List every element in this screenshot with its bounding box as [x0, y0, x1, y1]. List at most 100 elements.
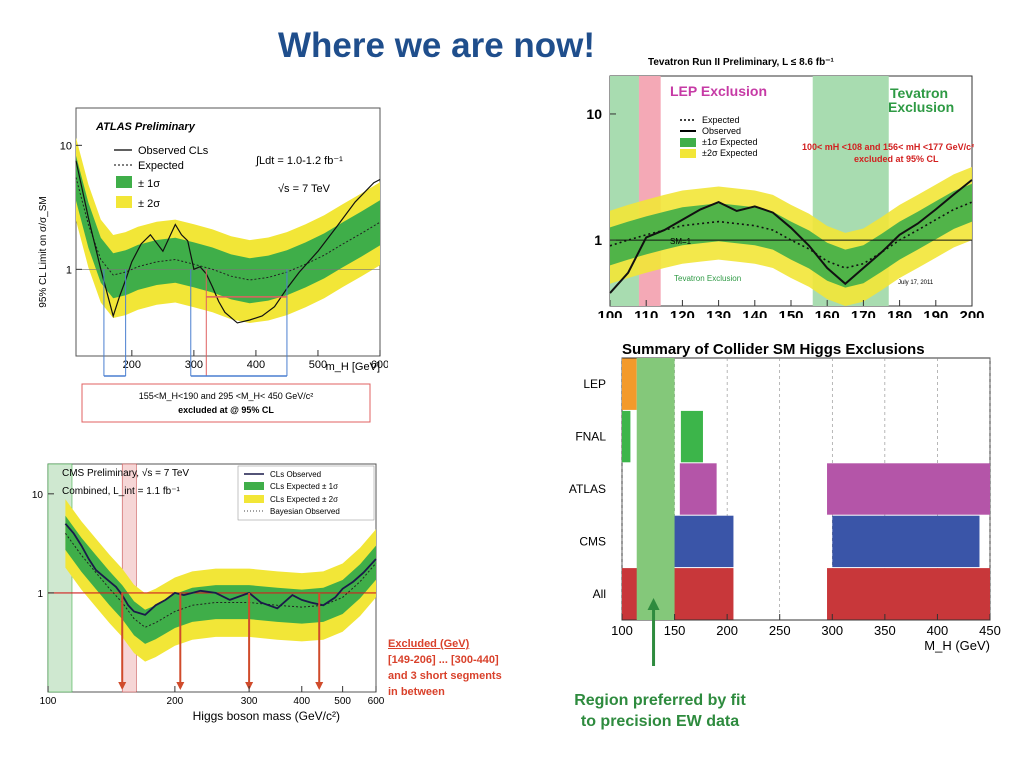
preferred-note-line2: to precision EW data [580, 713, 740, 730]
preferred-note-line1: Region preferred by fit [574, 692, 746, 709]
cms-xtick-label: 100 [40, 696, 57, 707]
atlas-expected-line [75, 177, 381, 281]
summary-preferred-arrowhead [647, 598, 660, 610]
summary-xlabel: M_H (GeV) [924, 638, 990, 653]
cms-excluded-line2: and 3 short segments [388, 670, 502, 682]
atlas-legend-1sigma: ± 1σ [138, 178, 160, 190]
cms-xtick-label: 600 [368, 696, 385, 707]
summary-bar-fnal [680, 410, 703, 463]
summary-xtick-label: 150 [664, 623, 686, 638]
cms-legend-2sigma: CLs Expected ± 2σ [270, 495, 338, 504]
atlas-lumi: ∫Ldt = 1.0-1.2 fb⁻¹ [255, 155, 343, 167]
summary-xtick-label: 200 [716, 623, 738, 638]
summary-xtick-label: 350 [874, 623, 896, 638]
summary-bar-lep [622, 358, 637, 410]
tev-xtick-label: 110 [634, 308, 658, 318]
summary-category-label: CMS [579, 534, 606, 548]
cms-exclusion-arrowhead [315, 682, 324, 690]
cms-legend-observed: CLs Observed [270, 470, 321, 479]
cms-chart: 100 200 300 400 500 600 1 10 CMS Preliminary, √… [32, 463, 385, 723]
tev-ranges-text2: excluded at 95% CL [854, 154, 939, 164]
tev-legend-2sigma: ±2σ Expected [702, 148, 758, 158]
cms-exclusion-arrowhead [176, 682, 185, 690]
cms-ytick-label: 1 [37, 589, 43, 600]
tev-legend-expected: Expected [702, 115, 740, 125]
cms-excluded-note: Excluded (GeV) [149-206] ... [300-440] a… [388, 636, 538, 700]
summary-category-label: ATLAS [569, 482, 606, 496]
cms-excluded-title: Excluded (GeV) [388, 638, 470, 650]
atlas-exclusion-line2: excluded at @ 95% CL [178, 405, 274, 415]
tev-xtick-label: 190 [923, 308, 948, 318]
cms-excluded-line1: [149-206] ... [300-440] [388, 654, 499, 666]
tev-xtick-label: 150 [778, 308, 803, 318]
atlas-xlabel: m_H [GeV] [326, 361, 380, 373]
atlas-ylabel: 95% CL Limit on σ/σ_SM [38, 196, 49, 307]
summary-xtick-label: 300 [821, 623, 843, 638]
atlas-legend-2sigma: ± 2σ [138, 198, 160, 210]
summary-xtick-label: 250 [769, 623, 791, 638]
tev-legend-1sigma-swatch [680, 138, 696, 147]
summary-category-label: LEP [583, 377, 606, 391]
cms-1sigma-band [65, 515, 377, 644]
tev-xtick-label: 140 [742, 308, 767, 318]
tev-xtick-label: 160 [815, 308, 840, 318]
atlas-xtick-label: 600 [371, 359, 388, 371]
cms-ytick-label: 10 [32, 490, 44, 501]
summary-xtick-label: 400 [927, 623, 949, 638]
summary-xtick-label: 450 [979, 623, 1001, 638]
tevatron-title: Tevatron Run II Preliminary, L ≤ 8.6 fb⁻… [648, 57, 834, 68]
summary-bar-cms [832, 515, 980, 568]
cms-observed-line [64, 523, 377, 616]
atlas-ytick-label: 1 [66, 264, 72, 276]
atlas-energy: √s = 7 TeV [278, 183, 331, 195]
tevatron-tev-label-1: Tevatron [890, 85, 948, 101]
atlas-exclusion-line1: 155<M_H<190 and 295 <M_H< 450 GeV/c² [139, 391, 314, 401]
tev-observed-line [609, 179, 973, 294]
atlas-xtick-label: 200 [123, 359, 141, 371]
atlas-xtick-label: 300 [185, 359, 203, 371]
tev-legend-2sigma-swatch [680, 149, 696, 158]
atlas-chart: 200 300 400 500 600 1 10 ATLAS Preliminary 95%… [38, 107, 388, 423]
cms-lep-hatched-region [47, 463, 73, 693]
cms-legend-2sigma-swatch [244, 495, 264, 503]
atlas-observed-line [75, 160, 381, 324]
preferred-region-note: Region preferred by fit to precision EW … [560, 690, 760, 732]
tev-xtick-label: 180 [887, 308, 912, 318]
summary-category-label: All [593, 587, 606, 601]
summary-xtick-label: 100 [611, 623, 633, 638]
tev-exclusion-arrow-label: Tevatron Exclusion [674, 274, 741, 283]
slide-title: Where we are now! [278, 26, 596, 65]
cms-xtick-label: 400 [293, 696, 310, 707]
tevatron-lep-label: LEP Exclusion [670, 83, 767, 99]
cms-exclusion-arrowhead [118, 682, 127, 690]
tev-legend-1sigma: ±1σ Expected [702, 137, 758, 147]
summary-bar-atlas [827, 463, 990, 515]
tev-ranges-text: 100< mH <108 and 156< mH <177 GeV/c² [802, 142, 974, 152]
atlas-legend-1sigma-swatch [116, 176, 132, 188]
summary-bar-all [827, 568, 990, 620]
atlas-legend-2sigma-swatch [116, 196, 132, 208]
cms-legend-1sigma-swatch [244, 482, 264, 490]
cms-legend-box [237, 465, 375, 521]
summary-bar-atlas [679, 463, 717, 515]
cms-legend-1sigma: CLs Expected ± 1σ [270, 482, 338, 491]
tevatron-legend: Expected Observed ±1σ Expected ±2σ Expec… [680, 115, 758, 158]
tev-xtick-label: 100 [597, 308, 622, 318]
summary-bar-cms [673, 515, 734, 568]
atlas-legend: Observed CLs Expected ± 1σ ± 2σ [114, 145, 209, 210]
summary-preferred-band [636, 358, 675, 620]
atlas-exclusion-box [81, 383, 371, 423]
cms-excluded-line3: in between [388, 686, 445, 698]
atlas-xtick-label: 500 [309, 359, 327, 371]
summary-title: Summary of Collider SM Higgs Exclusions [622, 341, 925, 358]
cms-legend-bayes: Bayesian Observed [270, 507, 340, 516]
cms-xtick-label: 500 [334, 696, 351, 707]
cms-xtick-label: 200 [167, 696, 184, 707]
tev-date: July 17, 2011 [898, 280, 934, 286]
tev-xtick-label: 130 [706, 308, 731, 318]
cms-xtick-label: 300 [241, 696, 258, 707]
cms-subtitle: Combined, L_int = 1.1 fb⁻¹ [62, 486, 181, 497]
atlas-ytick-label: 10 [60, 140, 72, 152]
atlas-legend-expected: Expected [138, 160, 184, 172]
atlas-title: ATLAS Preliminary [95, 121, 196, 133]
